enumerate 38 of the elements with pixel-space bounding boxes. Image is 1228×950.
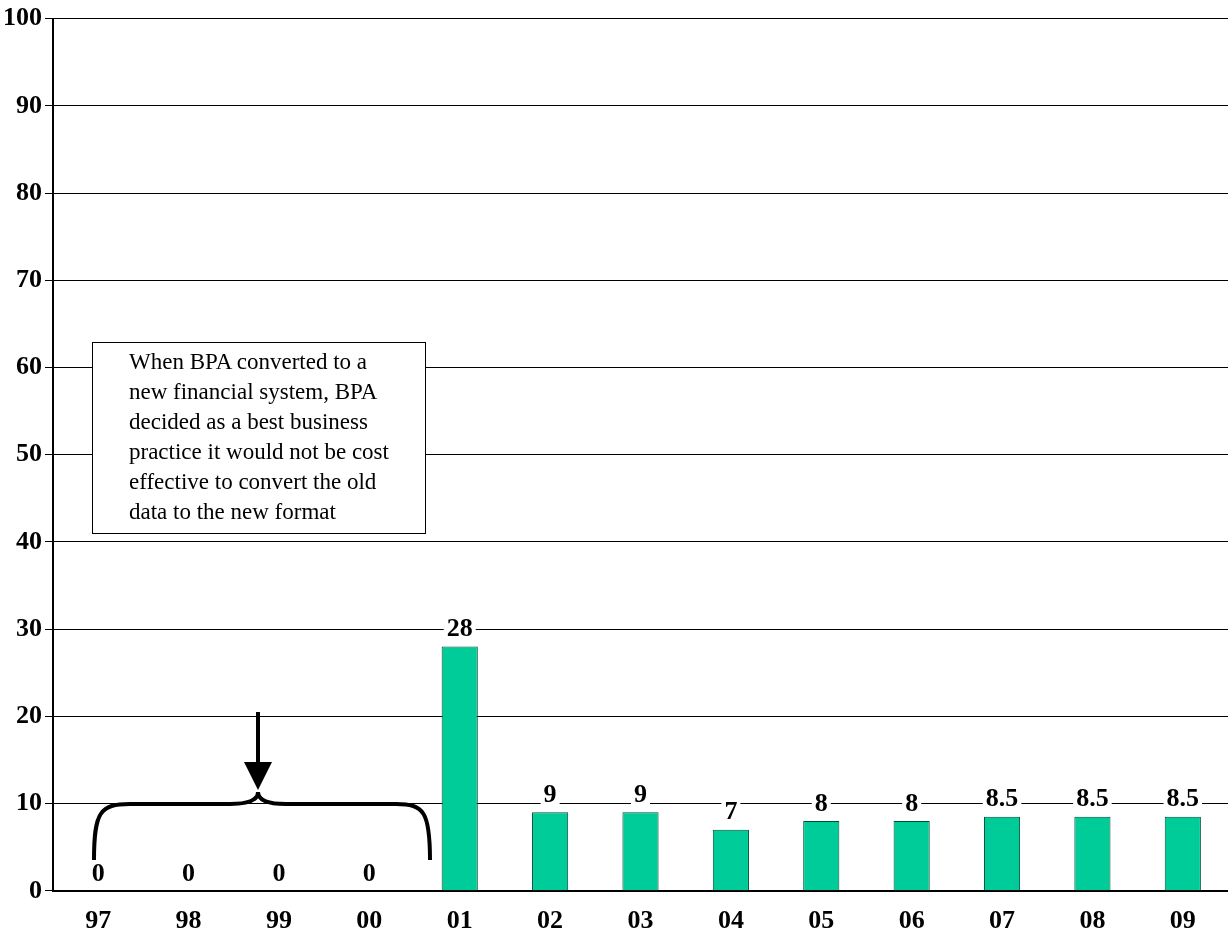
x-tick-label: 04	[717, 905, 744, 935]
y-tick-label: 0	[29, 874, 42, 904]
y-tick-label: 10	[16, 787, 42, 817]
y-tick-label: 30	[16, 612, 42, 642]
data-label: 0	[362, 857, 376, 887]
data-label: 8.5	[1166, 783, 1200, 813]
data-label: 0	[272, 857, 286, 887]
x-tick-label: 03	[627, 905, 654, 935]
x-tick-label: 02	[537, 905, 564, 935]
x-tick-label: 05	[808, 905, 835, 935]
y-tick-label: 70	[16, 263, 42, 293]
x-tick-label: 06	[898, 905, 925, 935]
data-label: 9	[543, 779, 557, 809]
data-label: 0	[91, 857, 105, 887]
data-label: 8.5	[985, 783, 1019, 813]
x-tick-label: 09	[1169, 905, 1196, 935]
data-label: 8.5	[1076, 783, 1109, 813]
y-tick-label: 60	[16, 351, 42, 381]
data-label: 7	[724, 796, 738, 826]
x-tick-label: 97	[85, 905, 112, 935]
y-tick-label: 80	[16, 176, 42, 206]
x-tick-label: 98	[175, 905, 202, 935]
y-tick-label: 90	[16, 89, 42, 119]
y-tick-label: 40	[16, 525, 42, 555]
y-tick-label: 20	[16, 700, 42, 730]
data-label: 8	[814, 787, 828, 817]
data-label: 9	[634, 779, 647, 809]
data-label: 8	[905, 787, 919, 817]
y-tick-label: 50	[16, 438, 42, 468]
callout-box: When BPA converted to a new financial system, BPA decided as a best business practice it would not be cost effective to convert the old data to the new format	[92, 342, 426, 534]
x-tick-label: 07	[989, 905, 1016, 935]
x-tick-label: 99	[265, 905, 292, 935]
x-tick-label: 08	[1079, 905, 1106, 935]
x-tick-label: 01	[446, 905, 473, 935]
data-label: 28	[446, 613, 473, 643]
x-tick-label: 00	[356, 905, 383, 935]
y-tick-label: 100	[3, 2, 42, 32]
data-label: 0	[182, 857, 196, 887]
